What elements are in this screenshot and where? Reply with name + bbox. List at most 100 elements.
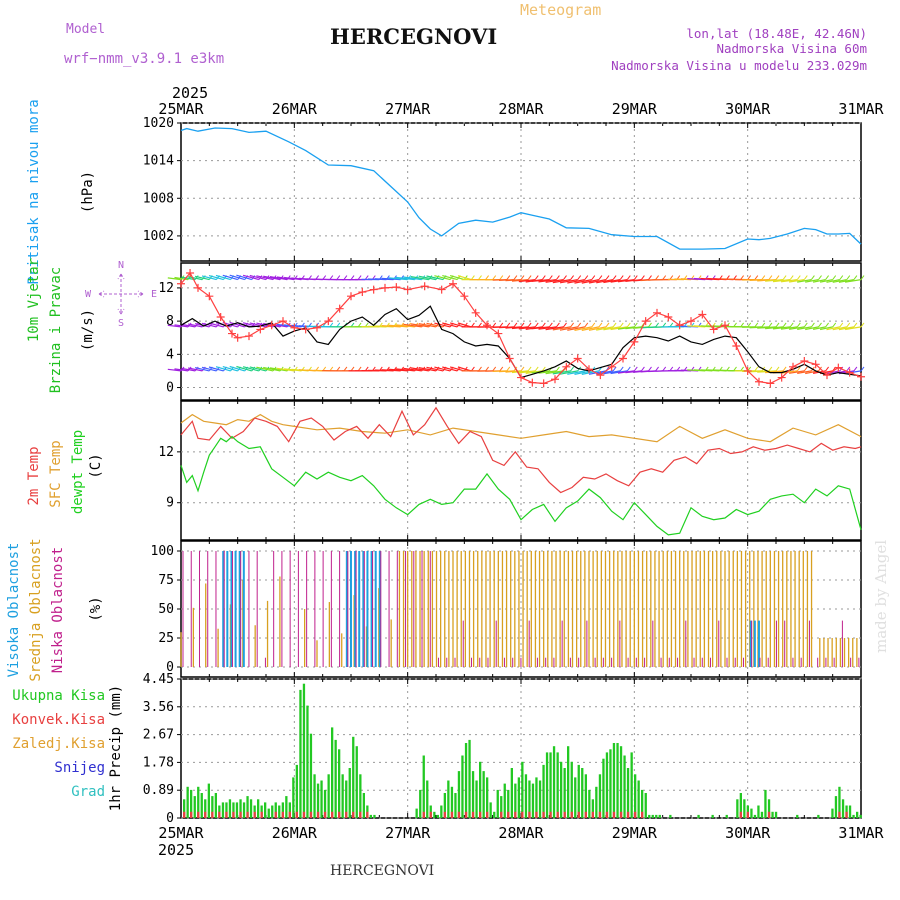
- wind-barb: [187, 323, 203, 328]
- wind-barb: [208, 366, 224, 372]
- precip-bar: [211, 796, 214, 818]
- precip-bar: [746, 805, 749, 818]
- precip-bar: [697, 814, 700, 818]
- wind-barb-tick: [577, 275, 582, 280]
- wind-barb: [574, 279, 592, 284]
- date-label-bottom: 27MAR: [385, 824, 431, 842]
- precip-bar: [443, 793, 446, 818]
- wind-barb-tick: [591, 322, 596, 328]
- wind-barb-tick: [768, 366, 773, 372]
- cloud-tick-label: 100: [151, 544, 174, 559]
- wind-barb: [381, 325, 401, 328]
- precip-bar: [489, 802, 492, 818]
- precip-bar: [447, 780, 450, 818]
- precip-panel-title: 1hr Precip (mm): [108, 685, 124, 811]
- convective-bar: [260, 811, 263, 818]
- convective-bar: [626, 811, 630, 818]
- wind-barb-tick: [534, 366, 539, 372]
- wind-tick-label: 12: [158, 281, 174, 296]
- convective-bar: [767, 811, 771, 818]
- precip-bar: [338, 749, 341, 818]
- wind-barb: [819, 279, 833, 283]
- wind-barb: [201, 322, 217, 328]
- convective-bar: [345, 811, 348, 818]
- precip-bar: [500, 796, 503, 818]
- wind-barb: [442, 322, 458, 328]
- convective-bar: [535, 811, 538, 818]
- precip-bar: [556, 752, 559, 818]
- wind-barb: [812, 279, 826, 283]
- wind-barb-tick: [782, 275, 787, 280]
- convective-bar: [507, 811, 510, 818]
- precip-bar: [510, 768, 513, 818]
- precip-bar: [570, 761, 573, 818]
- wind-unit: (m/s): [80, 309, 96, 351]
- speed-marker: [177, 279, 185, 288]
- wind-barb-tick: [570, 322, 574, 328]
- precip-bar: [588, 789, 591, 818]
- wind-barb: [765, 279, 784, 282]
- wind-barb-tick: [605, 275, 610, 280]
- wind-barb: [772, 326, 791, 330]
- speed-marker: [619, 354, 627, 363]
- pressure-tick-label: 1008: [143, 191, 174, 206]
- speed-marker: [505, 354, 514, 363]
- wind-barb: [276, 367, 295, 372]
- convective-bar: [641, 811, 644, 818]
- precip-bar: [567, 746, 570, 818]
- pressure-tick-label: 1020: [143, 116, 174, 131]
- precip-bar: [228, 799, 232, 818]
- speed-marker: [800, 356, 809, 365]
- precip-bar: [584, 774, 587, 818]
- wind-barb: [167, 277, 182, 281]
- wind-barb-tick: [336, 366, 341, 372]
- precip-bar: [658, 814, 661, 818]
- precip-bar: [535, 777, 538, 818]
- wind-barb-tick: [343, 275, 348, 280]
- date-label-top: 31MAR: [838, 100, 884, 118]
- speed-marker: [233, 333, 242, 342]
- precip-legend-item: Konvek.Kisa: [12, 712, 105, 728]
- wind-barb: [174, 276, 189, 281]
- convective-bar: [598, 811, 602, 818]
- precip-bar: [422, 755, 425, 818]
- precip-tick-label: 2.67: [143, 728, 174, 743]
- convective-bar: [521, 811, 524, 818]
- precip-bar: [563, 768, 566, 818]
- credit-watermark: made by Angel: [872, 540, 890, 653]
- precip-bar: [218, 805, 221, 818]
- wind-barb: [388, 277, 408, 281]
- precip-bar: [581, 768, 584, 818]
- wind-barb: [581, 370, 600, 375]
- wind-barb: [567, 370, 585, 375]
- wind-barb-tick: [747, 322, 752, 328]
- wind-barb-tick: [839, 275, 844, 280]
- temp-tick-label: 12: [158, 445, 174, 460]
- precip-bar: [595, 786, 598, 818]
- precip-bar: [457, 771, 461, 818]
- speed-marker: [194, 283, 202, 292]
- wind-barb-tick: [570, 275, 574, 280]
- wind-barb-tick: [591, 275, 596, 280]
- precip-bar: [531, 783, 535, 818]
- wind-barb: [797, 279, 812, 283]
- footer-station: HERCEGNOVI: [330, 863, 434, 879]
- cloud-tick-label: 75: [158, 573, 174, 588]
- precip-bar: [764, 789, 767, 818]
- speed-marker: [483, 321, 491, 330]
- wind-barb-tick: [860, 322, 865, 328]
- wind-barb-tick: [768, 275, 773, 280]
- wind-barb: [395, 368, 415, 372]
- precip-tick-label: 1.78: [143, 755, 174, 770]
- precip-bar: [796, 814, 799, 818]
- year-top: 2025: [172, 84, 208, 102]
- wind-barb: [552, 326, 571, 331]
- speed-marker: [675, 321, 684, 330]
- wind-barb-tick: [839, 322, 844, 328]
- precip-bar: [345, 780, 348, 818]
- wind-barb: [426, 275, 444, 281]
- precip-bar: [574, 777, 577, 818]
- wind-barb-tick: [803, 366, 808, 372]
- wind-barb: [617, 326, 635, 330]
- precip-bar: [334, 739, 337, 818]
